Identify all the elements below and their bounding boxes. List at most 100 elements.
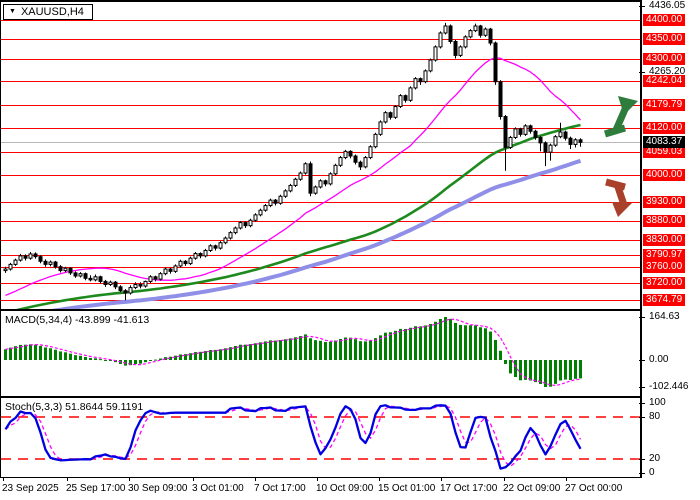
price-level-label: 3830.00 (643, 234, 686, 246)
stochastic-panel: Stoch(5,3,3) 51.8644 59.1191 (0, 397, 642, 478)
time-axis[interactable]: 23 Sep 2025 25 Sep 17:00 30 Sep 09:00 3 Oct… (0, 478, 700, 500)
price-chart-canvas[interactable] (1, 2, 640, 309)
bull-candle (383, 112, 388, 123)
bear-candle (543, 142, 548, 153)
axis-tick (639, 6, 645, 7)
bear-candle (103, 280, 108, 286)
macd-signal-line (5, 318, 581, 387)
bull-candle (278, 195, 283, 204)
chevron-down-icon: ▼ (9, 8, 16, 15)
macd-histogram-bar (519, 360, 522, 381)
time-axis-tick (193, 478, 194, 481)
bull-candle (513, 128, 518, 138)
price-level-label: 3790.97 (643, 249, 686, 261)
macd-histogram-bar (319, 340, 322, 360)
macd-histogram-bar (109, 360, 112, 361)
bull-candle (458, 46, 463, 56)
stoch-axis-label: 20 (649, 453, 661, 464)
macd-histogram-bar (364, 341, 367, 360)
macd-histogram-bar (399, 328, 402, 360)
symbol-selector[interactable]: ▼ XAUUSD,H4 (3, 4, 93, 20)
macd-histogram-bar (294, 337, 297, 360)
macd-histogram-bar (544, 360, 547, 387)
bull-candle (258, 209, 263, 216)
bull-candle (438, 32, 443, 48)
price-level-label: 3930.00 (643, 196, 686, 208)
stoch-axis-label: 100 (649, 397, 666, 408)
bull-candle (263, 205, 268, 211)
macd-histogram-bar (89, 358, 92, 360)
macd-histogram-bar (384, 332, 387, 360)
macd-histogram-bar (44, 347, 47, 360)
bear-candle (518, 128, 523, 135)
time-axis-label: 17 Oct 17:00 (440, 483, 498, 494)
macd-histogram-bar (229, 347, 232, 360)
bull-candle (223, 237, 228, 244)
time-axis-label: 15 Oct 01:00 (378, 483, 436, 494)
macd-indicator-label: MACD(5,34,4) -43.899 -41.613 (5, 314, 150, 326)
price-level-label: 3760.00 (643, 261, 686, 273)
macd-histogram-bar (299, 336, 302, 360)
macd-histogram-bar (134, 360, 137, 365)
macd-histogram-bar (149, 360, 152, 361)
bull-candle (288, 184, 293, 192)
bear-candle (353, 155, 358, 163)
time-axis-tick (67, 478, 68, 481)
macd-canvas[interactable] (1, 311, 640, 396)
time-axis-label: 30 Sep 09:00 (128, 483, 188, 494)
bear-candle (33, 253, 38, 258)
macd-histogram-bar (404, 328, 407, 360)
trend-down-arrow-icon (605, 178, 632, 217)
axis-tick (639, 403, 645, 404)
macd-histogram-bar (529, 360, 532, 381)
bull-candle (208, 245, 213, 251)
bull-candle (463, 36, 468, 48)
macd-histogram-bar (254, 343, 257, 360)
bull-candle (313, 186, 318, 194)
bull-candle (433, 46, 438, 61)
stoch-k-line (4, 404, 582, 470)
macd-histogram-bar (189, 353, 192, 360)
macd-histogram-bar (129, 360, 132, 366)
bull-candle (558, 131, 563, 138)
bear-candle (138, 284, 143, 287)
bull-candle (233, 227, 238, 234)
axis-tick (639, 387, 645, 388)
price-level-label: 4179.79 (643, 99, 686, 111)
bull-candle (8, 263, 13, 270)
macd-histogram-bar (434, 321, 437, 360)
macd-histogram-bar (29, 344, 32, 360)
ma-fast-line (5, 57, 581, 297)
bear-candle (528, 125, 533, 132)
price-level-label: 3880.00 (643, 215, 686, 227)
macd-panel: MACD(5,34,4) -43.899 -41.613 (0, 310, 642, 397)
macd-histogram-bar (269, 340, 272, 360)
macd-histogram-bar (534, 360, 537, 383)
macd-histogram-bar (474, 325, 477, 360)
bear-candle (88, 277, 93, 281)
stochastic-canvas[interactable] (1, 398, 640, 477)
bear-candle (348, 150, 353, 157)
time-axis-tick (317, 478, 318, 481)
bull-candle (328, 173, 333, 185)
bear-candle (358, 161, 363, 168)
bear-candle (43, 260, 48, 265)
macd-histogram-bar (24, 344, 27, 360)
macd-histogram-bar (99, 359, 102, 361)
macd-histogram-bar (409, 327, 412, 360)
bear-candle (453, 40, 458, 56)
bull-candle (3, 268, 8, 272)
macd-histogram-bar (74, 355, 77, 360)
bear-candle (83, 273, 88, 279)
bear-candle (418, 78, 423, 83)
price-axis[interactable]: 4400.00 4350.00 4300.00 4242.04 4179.79 4120.… (639, 0, 700, 500)
bull-candle (373, 133, 378, 148)
price-level-label: 4000.00 (643, 169, 686, 181)
bull-candle (413, 78, 418, 89)
price-level-label: 4400.00 (643, 14, 686, 26)
bear-candle (153, 276, 158, 280)
macd-histogram-bar (499, 350, 502, 360)
bear-candle (98, 276, 103, 282)
macd-histogram-bar (419, 326, 422, 360)
